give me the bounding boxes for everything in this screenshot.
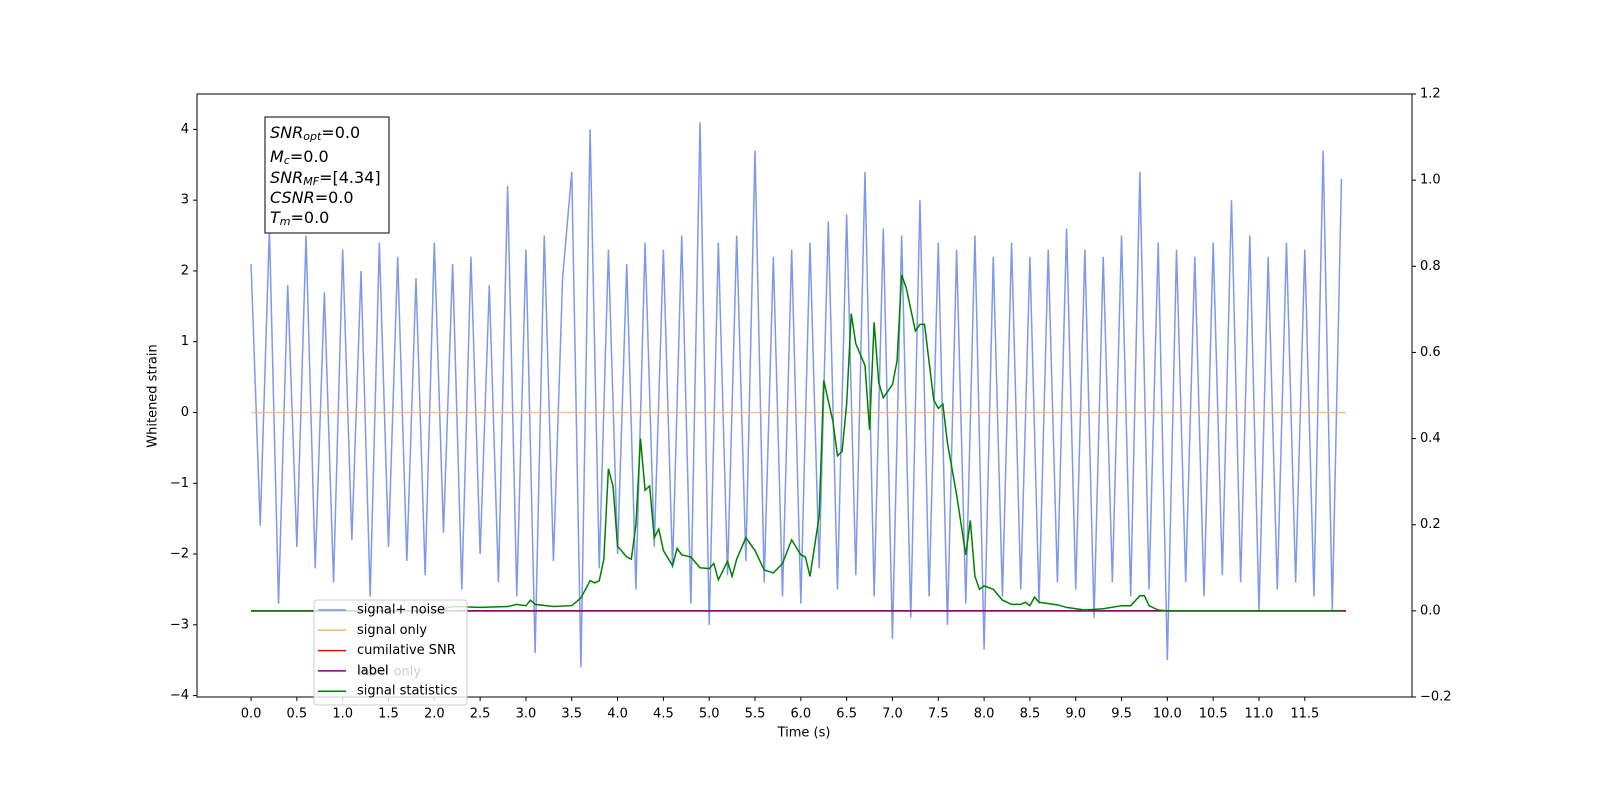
x-tick-label: 0.5 [287,707,308,722]
x-axis-label: Time (s) [777,726,831,741]
x-tick-label: 10.0 [1153,707,1182,722]
y-tick-label: −2 [170,547,189,562]
legend-label: label [357,663,388,678]
x-tick-label: 11.5 [1290,707,1319,722]
annotation-rest: =0.0 [321,123,360,142]
annotation-line: Tm=0.0 [270,208,329,229]
y2-tick-label: 0.4 [1420,431,1441,446]
series-line [251,274,1342,612]
legend-label: signal statistics [357,684,458,699]
y-tick-label: 4 [181,122,189,137]
annotation-line: SNRMF=[4.34] [270,168,381,189]
annotation-rest: =0.0 [315,188,354,207]
y-tick-label: 2 [181,263,189,278]
legend-label: signal only [357,623,427,638]
annotation-sub: m [280,215,291,228]
series-line [250,122,1343,668]
annotation-sub: MF [303,175,319,188]
y2-tick-label: 1.2 [1420,87,1441,102]
x-tick-label: 4.5 [653,707,674,722]
x-tick-label: 9.0 [1065,707,1086,722]
axes-frame [196,93,1413,698]
y-tick-label: 0 [181,405,189,420]
y2-tick-label: 0.8 [1420,259,1441,274]
y2-tick-label: 0.6 [1420,345,1441,360]
x-tick-label: 7.5 [928,707,949,722]
legend-box [313,599,468,706]
x-tick-label: 8.0 [974,707,995,722]
annotation-line: SNRopt=0.0 [270,123,360,144]
x-tick-label: 1.0 [332,707,353,722]
annotation-main: M [270,147,284,166]
y-axis-label: Whitened strain [146,344,161,447]
x-tick-label: 1.5 [378,707,399,722]
annotation-line: Mc=0.0 [270,147,329,168]
x-tick-label: 0.0 [241,707,262,722]
annotation-main: SNR [270,123,303,142]
legend-label: signal+ noise [357,603,445,618]
y2-tick-label: 0.0 [1420,603,1441,618]
x-tick-label: 2.0 [424,707,445,722]
x-tick-label: 5.5 [745,707,766,722]
annotation-rest: =[4.34] [319,168,381,187]
annotation-main: CSNR [270,188,315,207]
y2-tick-label: −0.2 [1420,690,1452,705]
y2-tick-label: 0.2 [1420,517,1441,532]
y-tick-label: −3 [170,617,189,632]
y-tick-label: 3 [181,193,189,208]
x-tick-label: 5.0 [699,707,720,722]
annotation-line: CSNR=0.0 [270,188,354,207]
x-tick-label: 3.0 [516,707,537,722]
y-tick-label: 1 [181,334,189,349]
annotation-box [264,116,390,234]
y-tick-label: −4 [170,688,189,703]
annotation-sub: c [284,154,290,167]
annotation-rest: =0.0 [290,147,329,166]
x-tick-label: 10.5 [1199,707,1228,722]
x-tick-label: 6.5 [836,707,857,722]
x-tick-label: 7.0 [882,707,903,722]
x-tick-label: 8.5 [1020,707,1041,722]
y2-tick-label: 1.0 [1420,173,1441,188]
x-tick-label: 11.0 [1245,707,1274,722]
annotation-main: T [270,208,281,227]
annotation-sub: opt [303,130,322,143]
annotation-rest: =0.0 [291,208,330,227]
x-tick-label: 4.0 [607,707,628,722]
x-tick-label: 2.5 [470,707,491,722]
legend-label: cumilative SNR [357,643,456,658]
y-tick-label: −1 [170,476,189,491]
x-tick-label: 9.5 [1111,707,1132,722]
x-tick-label: 3.5 [561,707,582,722]
annotation-main: SNR [270,168,303,187]
x-tick-label: 6.0 [790,707,811,722]
